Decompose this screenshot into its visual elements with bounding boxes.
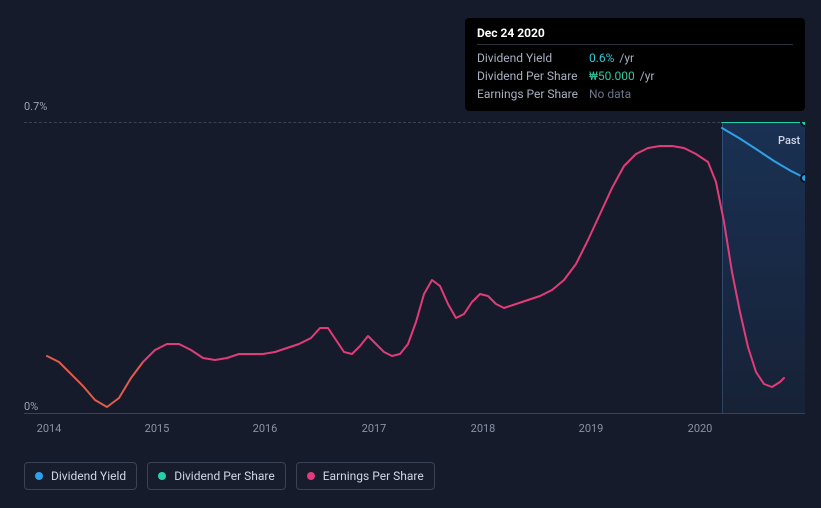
legend-dot-icon (158, 472, 166, 480)
tooltip-row-label: Dividend Per Share (477, 69, 589, 83)
chart-area: 0.7% Past 0% 201420152016201720182019202… (24, 102, 805, 424)
y-axis-label-bottom: 0% (24, 400, 38, 413)
legend-item-label: Dividend Per Share (174, 469, 275, 483)
x-tick-label: 2016 (253, 422, 278, 435)
series-line (143, 146, 784, 387)
x-tick-label: 2014 (37, 422, 62, 435)
legend-dot-icon (307, 472, 315, 480)
legend-item-label: Dividend Yield (51, 469, 126, 483)
y-axis-label-top: 0.7% (24, 100, 47, 113)
tooltip-row-value: ₩50.000 /yr (589, 69, 654, 83)
x-tick-label: 2017 (362, 422, 387, 435)
tooltip-row-label: Dividend Yield (477, 51, 589, 65)
tooltip-row: Earnings Per ShareNo data (477, 85, 793, 103)
series-end-marker (801, 174, 805, 182)
tooltip-row-value: 0.6% /yr (589, 51, 634, 65)
x-axis-line (24, 413, 805, 414)
x-tick-label: 2015 (145, 422, 170, 435)
legend-dot-icon (35, 472, 43, 480)
series-line (722, 128, 805, 178)
chart-tooltip: Dec 24 2020 Dividend Yield0.6% /yrDivide… (465, 18, 805, 111)
tooltip-row: Dividend Per Share₩50.000 /yr (477, 67, 793, 85)
tooltip-row-value: No data (589, 87, 631, 101)
tooltip-title: Dec 24 2020 (477, 26, 793, 45)
legend-item[interactable]: Earnings Per Share (296, 462, 435, 490)
x-tick-label: 2019 (579, 422, 604, 435)
series-line (47, 356, 143, 407)
legend-item[interactable]: Dividend Per Share (147, 462, 286, 490)
legend-item[interactable]: Dividend Yield (24, 462, 137, 490)
chart-legend: Dividend Yield Dividend Per Share Earnings… (24, 462, 435, 490)
x-axis-labels: 2014 2015 2016 2017 2018 2019 2020 (24, 422, 805, 436)
tooltip-row-label: Earnings Per Share (477, 87, 589, 101)
chart-plot[interactable] (24, 122, 805, 414)
series-end-marker (801, 122, 805, 126)
tooltip-row: Dividend Yield0.6% /yr (477, 49, 793, 67)
legend-item-label: Earnings Per Share (323, 469, 424, 483)
x-tick-label: 2018 (471, 422, 496, 435)
x-tick-label: 2020 (688, 422, 713, 435)
